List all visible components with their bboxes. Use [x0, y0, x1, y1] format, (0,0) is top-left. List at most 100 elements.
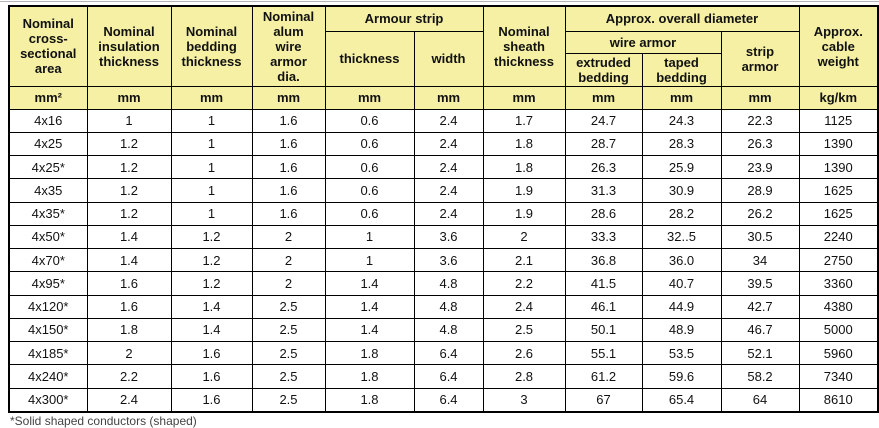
cell-value: 1.6: [251, 131, 326, 157]
cell-value: 2750: [798, 247, 879, 273]
cell-value: 25.9: [641, 154, 722, 180]
cell-value: 40.7: [641, 271, 722, 296]
unit-insulation: mm: [86, 85, 172, 110]
cell-cross-sectional-area: 4x35: [8, 178, 88, 203]
cell-value: 2: [251, 271, 326, 296]
cell-value: 0.6: [324, 131, 415, 157]
cell-value: 1125: [798, 108, 879, 133]
cell-value: 2.5: [251, 294, 326, 319]
cell-value: 28.9: [720, 178, 800, 203]
cell-value: 2.4: [413, 108, 484, 133]
cell-cross-sectional-area: 4x120*: [8, 294, 88, 319]
cell-value: 0.6: [324, 154, 415, 180]
cell-value: 8610: [798, 387, 879, 413]
cell-value: 1.8: [324, 340, 415, 366]
cell-value: 23.9: [720, 154, 800, 180]
cell-cross-sectional-area: 4x16: [8, 108, 88, 133]
cell-value: 1.6: [86, 271, 172, 296]
cell-value: 33.3: [564, 224, 643, 250]
cell-value: 1625: [798, 201, 879, 226]
cell-value: 34: [720, 247, 800, 273]
table-row: 4x185* 2 1.6 2.5 1.8 6.4 2.6 55.1 53.5 52.1 5960: [8, 340, 879, 366]
table-row: 4x240* 2.2 1.6 2.5 1.8 6.4 2.8 61.2 59.6 58.2 7340: [8, 364, 879, 389]
cell-value: 22.3: [720, 108, 800, 133]
table-body: 4x16 1 1 1.6 0.6 2.4 1.7 24.7 24.3 22.3 1125 4x25 1.…: [8, 108, 879, 413]
header-strip-thickness: thickness: [324, 30, 415, 87]
cell-value: 3.6: [413, 224, 484, 250]
cell-value: 5000: [798, 317, 879, 343]
header-group-overall-diameter: Approx. overall diameter: [564, 5, 800, 32]
cell-value: 1.2: [86, 178, 172, 203]
cell-value: 4.8: [413, 294, 484, 319]
cell-value: 1.4: [86, 224, 172, 250]
cell-value: 2.4: [413, 178, 484, 203]
cell-value: 1.9: [482, 201, 566, 226]
header-group-armour-strip: Armour strip: [324, 5, 484, 32]
cell-value: 61.2: [564, 364, 643, 389]
cell-value: 24.3: [641, 108, 722, 133]
cell-value: 0.6: [324, 178, 415, 203]
cell-value: 7340: [798, 364, 879, 389]
cell-value: 1.2: [86, 131, 172, 157]
cell-cross-sectional-area: 4x185*: [8, 340, 88, 366]
cell-value: 46.1: [564, 294, 643, 319]
cell-value: 1: [170, 154, 253, 180]
table-row: 4x35 1.2 1 1.6 0.6 2.4 1.9 31.3 30.9 28.9 1625: [8, 178, 879, 203]
table-row: 4x35* 1.2 1 1.6 0.6 2.4 1.9 28.6 28.2 26.2 1625: [8, 201, 879, 226]
cell-value: 2: [251, 224, 326, 250]
cell-value: 1.4: [324, 317, 415, 343]
cell-value: 1: [86, 108, 172, 133]
cell-value: 2: [251, 247, 326, 273]
header-group-wire-armor: wire armor: [564, 30, 722, 54]
cell-value: 2240: [798, 224, 879, 250]
cell-value: 2.8: [482, 364, 566, 389]
cell-value: 67: [564, 387, 643, 413]
cell-value: 2.4: [413, 131, 484, 157]
header-insulation-thickness: Nominal insulation thickness: [86, 5, 172, 87]
cell-value: 2.5: [251, 340, 326, 366]
cell-value: 58.2: [720, 364, 800, 389]
cable-spec-table: Nominal cross- sectional area Nominal in…: [8, 5, 879, 413]
cell-value: 1.6: [170, 387, 253, 413]
cell-value: 1.4: [170, 294, 253, 319]
cell-value: 65.4: [641, 387, 722, 413]
cell-value: 48.9: [641, 317, 722, 343]
cell-value: 2.4: [86, 387, 172, 413]
cell-value: 32..5: [641, 224, 722, 250]
table-row: 4x150* 1.8 1.4 2.5 1.4 4.8 2.5 50.1 48.9 46.7 5000: [8, 317, 879, 343]
header-strip-width: width: [413, 30, 484, 87]
cell-cross-sectional-area: 4x95*: [8, 271, 88, 296]
cell-cross-sectional-area: 4x300*: [8, 387, 88, 413]
cell-value: 4380: [798, 294, 879, 319]
cell-value: 28.6: [564, 201, 643, 226]
cell-value: 1: [324, 247, 415, 273]
cell-value: 42.7: [720, 294, 800, 319]
cell-value: 5960: [798, 340, 879, 366]
cell-value: 52.1: [720, 340, 800, 366]
cell-value: 2.2: [482, 271, 566, 296]
cell-value: 1.2: [170, 224, 253, 250]
cell-value: 1.8: [324, 387, 415, 413]
cell-cross-sectional-area: 4x35*: [8, 201, 88, 226]
cell-value: 26.3: [720, 131, 800, 157]
cell-value: 1.4: [170, 317, 253, 343]
cell-value: 59.6: [641, 364, 722, 389]
cell-value: 1390: [798, 154, 879, 180]
cell-value: 1.9: [482, 178, 566, 203]
cell-value: 36.8: [564, 247, 643, 273]
unit-taped: mm: [641, 85, 722, 110]
cell-value: 6.4: [413, 387, 484, 413]
cell-value: 0.6: [324, 108, 415, 133]
cell-value: 2.5: [251, 387, 326, 413]
unit-alum: mm: [251, 85, 326, 110]
cell-value: 26.2: [720, 201, 800, 226]
cell-cross-sectional-area: 4x25*: [8, 154, 88, 180]
table-row: 4x120* 1.6 1.4 2.5 1.4 4.8 2.4 46.1 44.9 42.7 4380: [8, 294, 879, 319]
cell-value: 39.5: [720, 271, 800, 296]
table-row: 4x50* 1.4 1.2 2 1 3.6 2 33.3 32..5 30.5 2240: [8, 224, 879, 250]
unit-weight: kg/km: [798, 85, 879, 110]
header-extruded-bedding: extruded bedding: [564, 52, 643, 87]
cell-value: 2.5: [482, 317, 566, 343]
cell-value: 3.6: [413, 247, 484, 273]
table-row: 4x95* 1.6 1.2 2 1.4 4.8 2.2 41.5 40.7 39.5 3360: [8, 271, 879, 296]
